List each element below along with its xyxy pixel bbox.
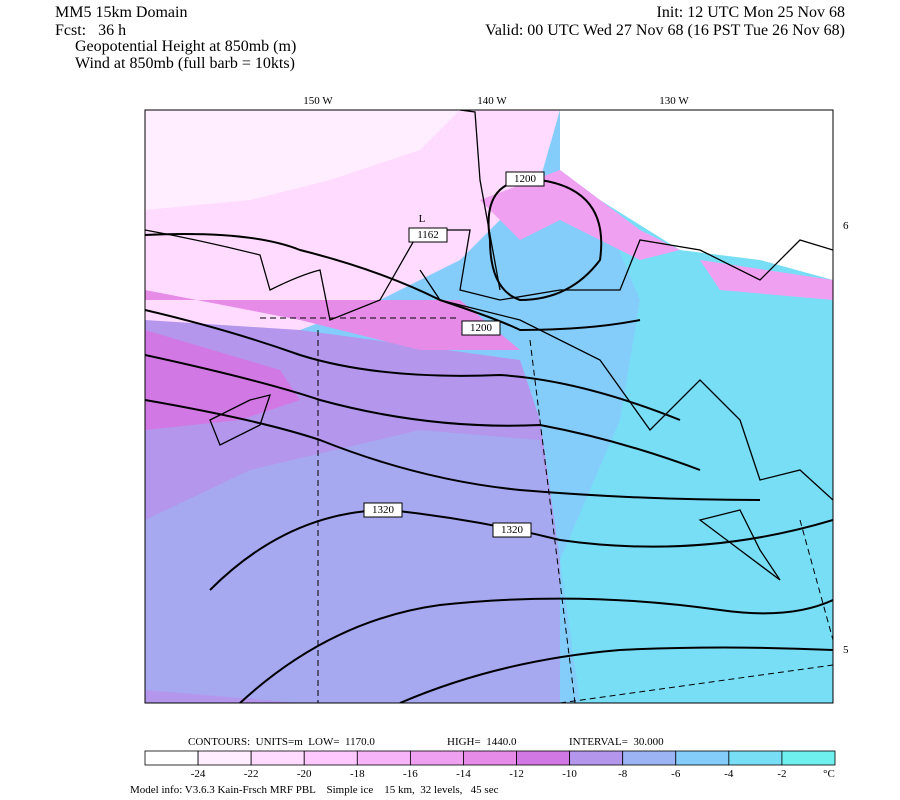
contour-label: 1320 xyxy=(501,524,524,536)
color-box xyxy=(622,750,677,766)
colorbar-tick: -22 xyxy=(244,768,259,780)
color-box xyxy=(356,750,411,766)
color-box xyxy=(250,750,305,766)
valid-time: Valid: 00 UTC Wed 27 Nov 68 (16 PST Tue … xyxy=(485,22,845,39)
colorbar-tick: -16 xyxy=(403,768,418,780)
contour-interval: INTERVAL= 30.000 xyxy=(569,736,664,748)
contour-info: CONTOURS: UNITS=m LOW= 1170.0 xyxy=(188,736,375,748)
latitude-label: 6 xyxy=(843,220,849,232)
label-box xyxy=(461,320,501,336)
colorbar-tick: -24 xyxy=(191,768,206,780)
color-box xyxy=(144,750,199,766)
contour-label: 1200 xyxy=(514,173,537,185)
color-box xyxy=(303,750,358,766)
label-box xyxy=(408,227,448,243)
color-box xyxy=(409,750,464,766)
contour-label: 1200 xyxy=(470,322,493,334)
longitude-label: 140 W xyxy=(477,95,507,107)
forecast-hour: Fcst: 36 h xyxy=(55,22,126,39)
colorbar-tick: -18 xyxy=(350,768,365,780)
colorbar-tick: -14 xyxy=(456,768,471,780)
colorbar-tick: -8 xyxy=(618,768,628,780)
map xyxy=(144,109,834,704)
latitude-label: 5 xyxy=(843,644,849,656)
contour-high: HIGH= 1440.0 xyxy=(447,736,517,748)
label-box xyxy=(492,522,532,538)
colorbar-tick: -20 xyxy=(297,768,312,780)
color-box xyxy=(569,750,624,766)
contour-label: 1320 xyxy=(372,504,395,516)
longitude-label: 130 W xyxy=(659,95,689,107)
colorbar-tick: -12 xyxy=(509,768,524,780)
color-box xyxy=(728,750,783,766)
colorbar-tick: -2 xyxy=(777,768,786,780)
field-name: Wind at 850mb (full barb = 10kts) xyxy=(75,55,295,72)
color-box xyxy=(675,750,730,766)
colorbar-tick: -6 xyxy=(671,768,681,780)
colorbar: -24 -22 -20 -18 -16 -14 -12 -10 -8 -6 -4 -2 °C xyxy=(144,750,836,780)
contour-label: 1162 xyxy=(417,229,439,241)
label-box xyxy=(505,171,545,187)
color-box xyxy=(463,750,517,766)
title: MM5 15km Domain xyxy=(55,4,187,21)
colorbar-tick: -10 xyxy=(562,768,577,780)
color-box xyxy=(197,750,252,766)
model-info: Model info: V3.6.3 Kain-Frsch MRF PBL Si… xyxy=(130,784,499,796)
colorbar-tick: -4 xyxy=(724,768,734,780)
label-box xyxy=(363,502,403,518)
init-time: Init: 12 UTC Mon 25 Nov 68 xyxy=(657,4,845,21)
color-box xyxy=(781,750,836,766)
field-name: Geopotential Height at 850mb (m) xyxy=(75,38,296,55)
contour-label: L xyxy=(419,213,426,225)
colorbar-unit: °C xyxy=(823,768,835,780)
color-box xyxy=(516,750,571,766)
longitude-label: 150 W xyxy=(303,95,333,107)
